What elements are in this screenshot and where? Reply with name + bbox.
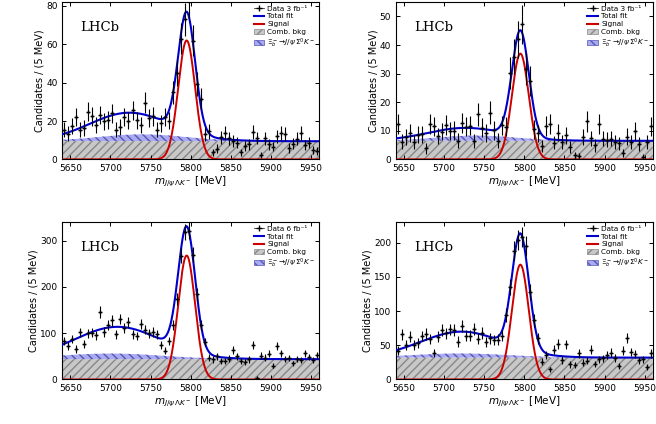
Legend: Data 3 fb⁻¹, Total fit, Signal, Comb. bkg, $\Xi_b^-\!\rightarrow\!J/\psi\,\Sigma: Data 3 fb⁻¹, Total fit, Signal, Comb. bk… xyxy=(253,5,316,50)
X-axis label: $m_{J/\psi\,\Lambda K^-}$ [MeV]: $m_{J/\psi\,\Lambda K^-}$ [MeV] xyxy=(488,395,561,409)
Text: LHCb: LHCb xyxy=(80,21,119,34)
Y-axis label: Candidates / (5 MeV): Candidates / (5 MeV) xyxy=(363,250,373,352)
Y-axis label: Candidates / (5 MeV): Candidates / (5 MeV) xyxy=(368,29,379,132)
Legend: Data 6 fb⁻¹, Total fit, Signal, Comb. bkg, $\Xi_b^-\!\rightarrow\!J/\psi\,\Sigma: Data 6 fb⁻¹, Total fit, Signal, Comb. bk… xyxy=(586,225,650,271)
Legend: Data 3 fb⁻¹, Total fit, Signal, Comb. bkg, $\Xi_b^-\!\rightarrow\!J/\psi\,\Sigma: Data 3 fb⁻¹, Total fit, Signal, Comb. bk… xyxy=(586,5,650,50)
Y-axis label: Candidates / (5 MeV): Candidates / (5 MeV) xyxy=(35,29,45,132)
Y-axis label: Candidates / (5 MeV): Candidates / (5 MeV) xyxy=(29,250,39,352)
Text: LHCb: LHCb xyxy=(414,241,453,254)
Text: LHCb: LHCb xyxy=(80,241,119,254)
Text: LHCb: LHCb xyxy=(414,21,453,34)
X-axis label: $m_{J/\psi\,\Lambda K^-}$ [MeV]: $m_{J/\psi\,\Lambda K^-}$ [MeV] xyxy=(154,175,227,189)
X-axis label: $m_{J/\psi\,\Lambda K^-}$ [MeV]: $m_{J/\psi\,\Lambda K^-}$ [MeV] xyxy=(154,395,227,409)
Legend: Data 6 fb⁻¹, Total fit, Signal, Comb. bkg, $\Xi_b^-\!\rightarrow\!J/\psi\,\Sigma: Data 6 fb⁻¹, Total fit, Signal, Comb. bk… xyxy=(253,225,316,271)
X-axis label: $m_{J/\psi\,\Lambda K^-}$ [MeV]: $m_{J/\psi\,\Lambda K^-}$ [MeV] xyxy=(488,175,561,189)
